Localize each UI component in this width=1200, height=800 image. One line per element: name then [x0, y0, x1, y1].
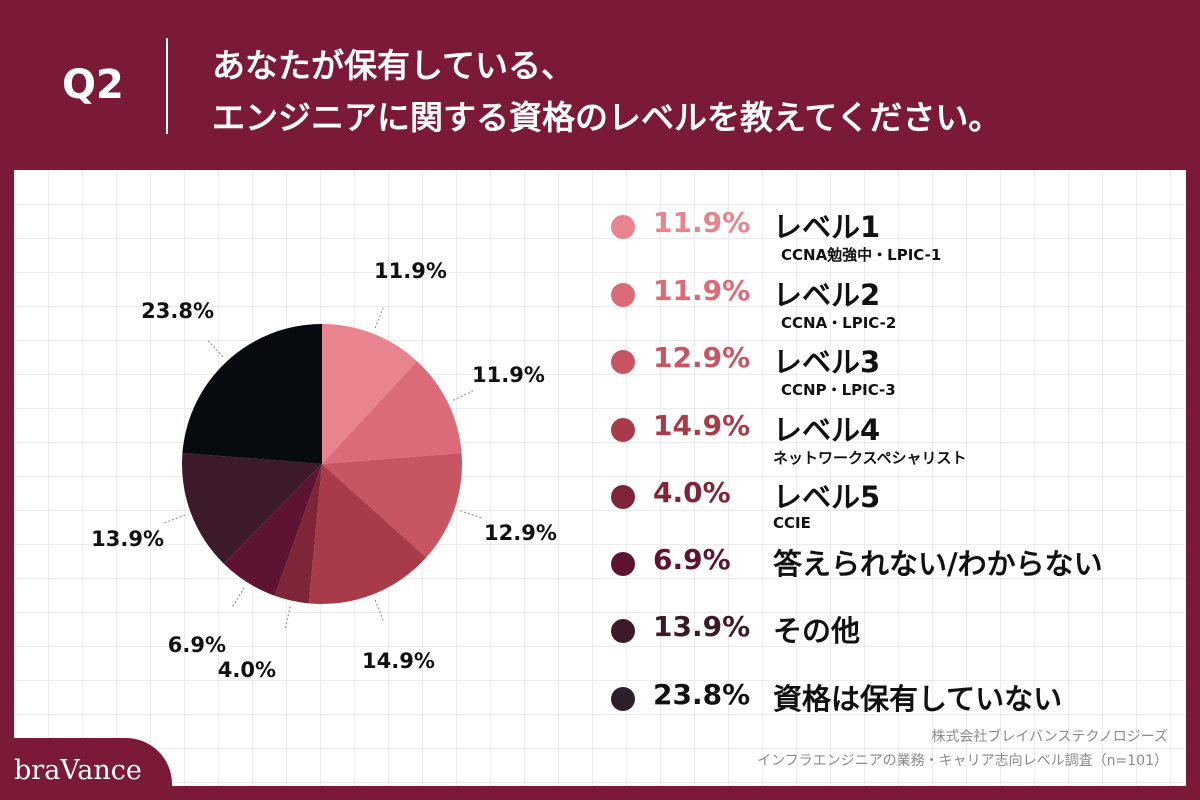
- legend-label: レベル4: [773, 413, 881, 447]
- legend-label: 資格は保有していない: [773, 682, 1063, 716]
- slice-leader-line: [284, 606, 291, 629]
- legend-sublabel: CCNA勉強中・LPIC-1: [781, 246, 942, 264]
- legend-percent: 13.9%: [653, 610, 751, 643]
- legend-sublabel: CCNP・LPIC-3: [781, 381, 896, 399]
- company-credit: 株式会社ブレイバンステクノロジーズ: [931, 729, 1168, 745]
- legend-item: 12.9% レベル3 CCNP・LPIC-3: [611, 317, 1171, 399]
- legend-swatch: [611, 552, 635, 576]
- legend-percent: 4.0%: [653, 476, 731, 509]
- chart-panel: 11.9% 11.9% 12.9% 14.9% 4.0% 6.9% 13.9% 23.8% 1…: [14, 170, 1186, 786]
- legend-sublabel: ネットワークスペシャリスト: [773, 449, 967, 467]
- legend-percent: 11.9%: [653, 206, 751, 239]
- pie-slice: [322, 453, 462, 558]
- legend-percent: 6.9%: [653, 543, 731, 576]
- legend-swatch: [611, 619, 635, 643]
- legend-label: レベル3: [773, 345, 881, 379]
- slice-leader-line: [374, 307, 384, 329]
- slice-value-label: 4.0%: [218, 658, 276, 682]
- slice-leader-line: [453, 390, 474, 401]
- legend-item: 14.9% レベル4 ネットワークスペシャリスト: [611, 385, 1171, 467]
- legend-swatch: [611, 418, 635, 442]
- legend-label: レベル2: [773, 278, 881, 312]
- question-title: あなたが保有している、 エンジニアに関する資格のレベルを教えてください。: [212, 40, 1001, 144]
- bravance-logo: braVance: [14, 755, 142, 786]
- pie-slice: [223, 464, 322, 596]
- legend-item: 13.9% その他: [611, 586, 1171, 648]
- slice-value-label: 13.9%: [91, 527, 164, 551]
- legend-item: 4.0% レベル5 CCIE: [611, 452, 1171, 532]
- legend-item: 6.9% 答えられない/わからない: [611, 519, 1171, 581]
- legend-item: 11.9% レベル1 CCNA勉強中・LPIC-1: [611, 182, 1171, 264]
- pie-slice: [322, 361, 462, 464]
- slice-leader-line: [374, 599, 384, 621]
- header-divider: [166, 38, 168, 134]
- legend-swatch: [611, 283, 635, 307]
- slice-value-label: 11.9%: [472, 363, 545, 387]
- pie-slice: [322, 324, 418, 464]
- question-number: Q2: [62, 62, 124, 108]
- legend-label: レベル5: [773, 480, 881, 514]
- slice-leader-line: [460, 510, 482, 519]
- header-banner: Q2 あなたが保有している、 エンジニアに関する資格のレベルを教えてください。: [0, 0, 1200, 168]
- pie-slice: [181, 453, 322, 564]
- survey-credit: インフラエンジニアの業務・キャリア志向レベル調査（n=101）: [757, 753, 1168, 769]
- legend-label: その他: [773, 614, 861, 648]
- legend-swatch: [611, 485, 635, 509]
- question-title-line-1: あなたが保有している、: [212, 46, 575, 85]
- slice-leader-line: [232, 587, 245, 607]
- slice-value-label: 6.9%: [168, 633, 226, 657]
- slice-value-label: 14.9%: [362, 649, 435, 673]
- legend-percent: 11.9%: [653, 274, 751, 307]
- pie-slice: [308, 464, 427, 604]
- slice-leader-line: [164, 514, 186, 524]
- legend-label: 答えられない/わからない: [773, 547, 1103, 581]
- pie-slice: [274, 464, 322, 604]
- legend-sublabel: CCIE: [773, 514, 811, 532]
- legend-percent: 12.9%: [653, 341, 751, 374]
- question-title-line-2: エンジニアに関する資格のレベルを教えてください。: [212, 98, 1002, 137]
- legend-label: レベル1: [773, 210, 881, 244]
- legend-item: 11.9% レベル2 CCNA・LPIC-2: [611, 250, 1171, 332]
- slice-leader-line: [207, 340, 224, 358]
- pie-slice: [182, 324, 322, 464]
- logo-tab: [0, 738, 172, 800]
- legend-item: 23.8% 資格は保有していない: [611, 654, 1171, 716]
- legend-percent: 23.8%: [653, 678, 751, 711]
- pie-chart: 11.9% 11.9% 12.9% 14.9% 4.0%6.9% 13.9% 23.8%: [91, 259, 557, 682]
- legend-swatch: [611, 687, 635, 711]
- slice-value-label: 11.9%: [374, 259, 447, 283]
- slice-value-label: 23.8%: [141, 299, 214, 323]
- legend-percent: 14.9%: [653, 409, 751, 442]
- legend-sublabel: CCNA・LPIC-2: [781, 314, 897, 332]
- slice-value-label: 12.9%: [484, 521, 557, 545]
- legend-swatch: [611, 350, 635, 374]
- legend-swatch: [611, 215, 635, 239]
